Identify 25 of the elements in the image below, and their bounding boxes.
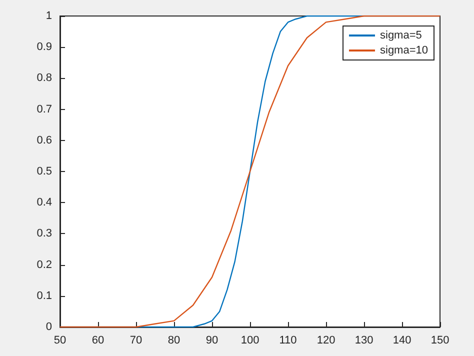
y-tick-label: 0.7 <box>36 103 52 116</box>
x-tick-label: 100 <box>240 334 260 346</box>
x-tick-label: 80 <box>168 334 180 346</box>
y-tick-label: 0.8 <box>36 72 52 84</box>
legend-label: sigma=5 <box>380 30 422 42</box>
x-tick-label: 70 <box>130 334 142 346</box>
line-series <box>59 15 441 328</box>
y-tick-label: 0.1 <box>36 290 52 302</box>
x-tick-label: 130 <box>354 334 374 346</box>
x-tick-label: 140 <box>392 334 412 346</box>
y-tick-label: 0.4 <box>36 196 52 209</box>
y-tick-label: 0.9 <box>36 41 52 54</box>
y-tick-label: 0.6 <box>36 134 52 146</box>
y-tick-label: 0.5 <box>36 166 52 178</box>
x-tick-label: 150 <box>430 334 450 346</box>
x-tick-label: 90 <box>206 334 218 346</box>
x-tick-label: 60 <box>92 334 104 346</box>
y-tick-label: 0.3 <box>36 228 52 240</box>
x-tick-label: 50 <box>54 334 66 346</box>
y-tick-label: 1 <box>46 10 52 22</box>
x-tick-label: 120 <box>316 334 336 346</box>
y-tick-label: 0.2 <box>36 258 52 271</box>
legend-label: sigma=10 <box>380 44 428 56</box>
y-tick-label: 0 <box>46 321 52 333</box>
x-tick-label: 110 <box>279 334 297 346</box>
